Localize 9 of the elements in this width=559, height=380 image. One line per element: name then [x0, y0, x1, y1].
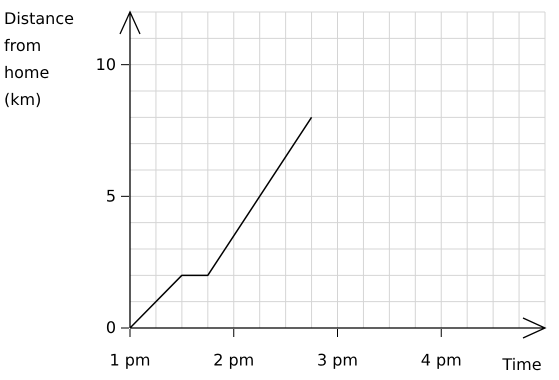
x-axis-title: Time — [501, 355, 542, 374]
y-tick-label: 10 — [96, 54, 116, 74]
x-tick-label: 4 pm — [420, 350, 462, 370]
y-tick-label: 0 — [106, 318, 116, 338]
y-axis-title: Distance from home (km) — [4, 9, 74, 109]
x-tick-label: 3 pm — [316, 350, 358, 370]
x-tick-label: 2 pm — [213, 350, 254, 370]
x-tick-label: 1 pm — [109, 350, 151, 370]
y-tick-label: 5 — [106, 186, 116, 206]
